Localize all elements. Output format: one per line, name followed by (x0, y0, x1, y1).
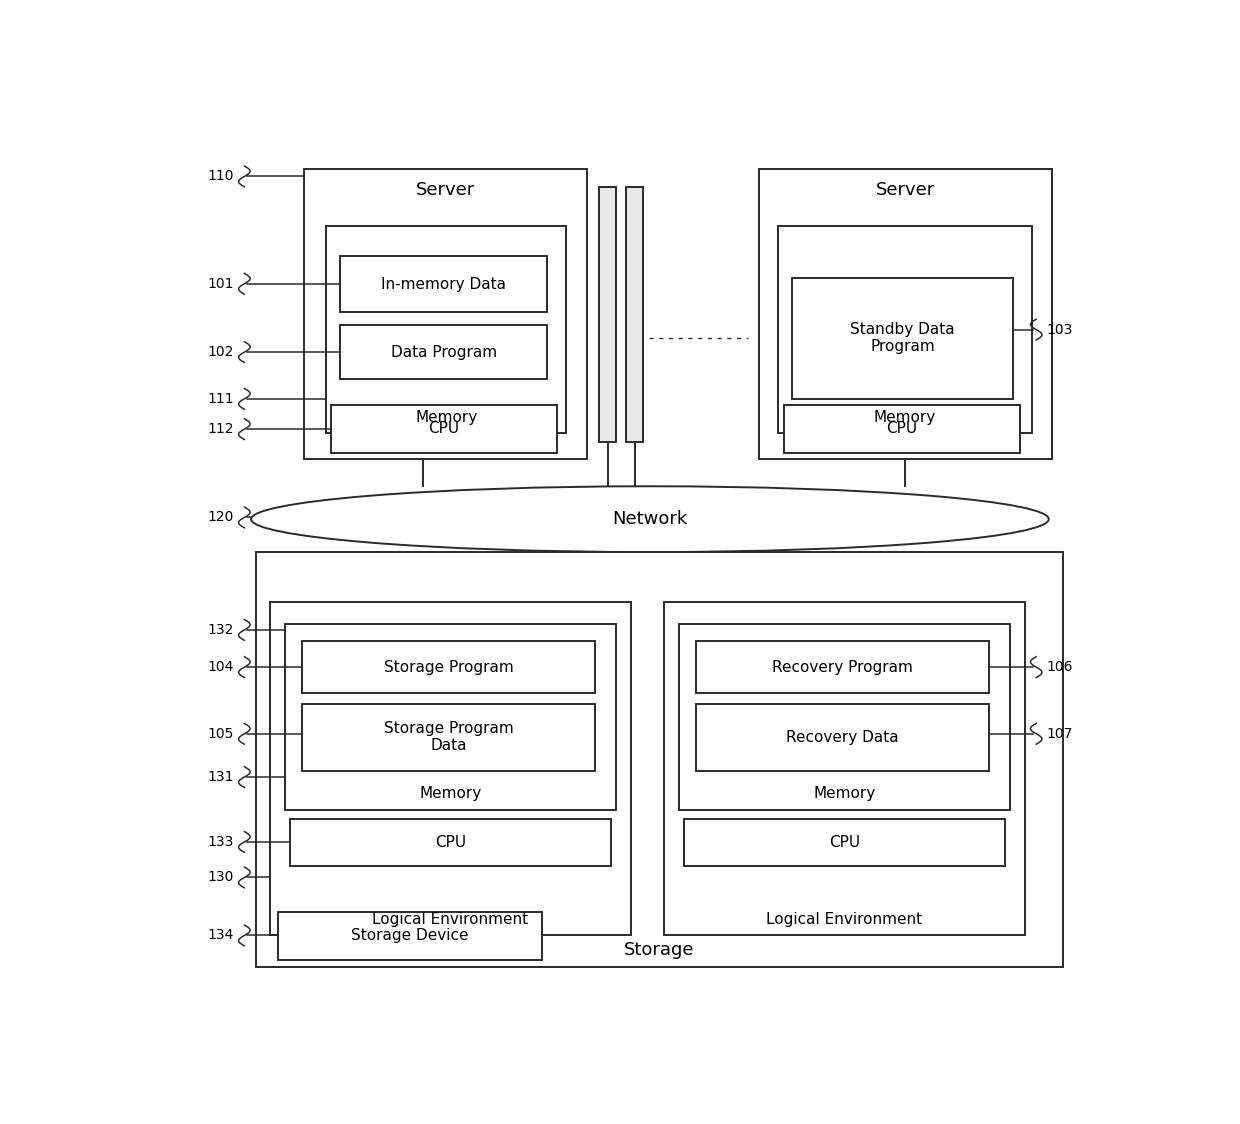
Text: Logical Environment: Logical Environment (766, 912, 923, 927)
Bar (665, 602, 1024, 935)
Text: 134: 134 (208, 928, 234, 942)
Text: Memory: Memory (415, 410, 477, 425)
Text: Recovery Program: Recovery Program (773, 660, 913, 674)
Text: Data Program: Data Program (391, 345, 497, 360)
Bar (278, 912, 542, 960)
Bar (696, 641, 990, 694)
Text: Storage Program
Data: Storage Program Data (383, 722, 513, 753)
Text: Recovery Data: Recovery Data (786, 729, 899, 745)
Text: 104: 104 (208, 660, 234, 674)
Bar (304, 170, 588, 460)
Bar (290, 818, 611, 867)
Text: 105: 105 (208, 727, 234, 741)
Bar (341, 325, 547, 379)
Text: In-memory Data: In-memory Data (381, 277, 506, 291)
Bar (683, 818, 1006, 867)
Text: 120: 120 (208, 510, 234, 525)
Bar (331, 405, 557, 453)
Text: 131: 131 (208, 770, 234, 785)
Text: CPU: CPU (428, 422, 459, 436)
Ellipse shape (250, 487, 1049, 552)
Text: Standby Data
Program: Standby Data Program (851, 323, 955, 354)
Text: Server: Server (875, 181, 935, 199)
Text: 111: 111 (208, 392, 234, 406)
Text: Memory: Memory (874, 410, 936, 425)
Text: 110: 110 (208, 170, 234, 183)
Bar (599, 187, 616, 442)
Bar (696, 704, 990, 771)
Bar (785, 405, 1021, 453)
Text: Storage: Storage (624, 941, 694, 959)
Text: Network: Network (613, 510, 687, 528)
Bar (285, 624, 616, 810)
Text: CPU: CPU (887, 422, 918, 436)
Text: CPU: CPU (830, 835, 861, 850)
Text: Server: Server (417, 181, 475, 199)
Text: 101: 101 (208, 277, 234, 291)
Text: 106: 106 (1047, 660, 1073, 674)
Bar (777, 226, 1033, 434)
Bar (341, 256, 547, 312)
Text: Memory: Memory (419, 787, 481, 801)
Bar (270, 602, 631, 935)
Bar (303, 704, 595, 771)
Bar (678, 624, 1011, 810)
Text: Memory: Memory (813, 787, 875, 801)
Text: 132: 132 (208, 623, 234, 637)
Bar (759, 170, 1052, 460)
Bar (326, 226, 567, 434)
Bar (255, 552, 1063, 968)
Text: 103: 103 (1047, 323, 1073, 336)
Text: Logical Environment: Logical Environment (372, 912, 528, 927)
Text: CPU: CPU (435, 835, 466, 850)
Text: Storage Device: Storage Device (351, 928, 469, 943)
Text: Storage Program: Storage Program (383, 660, 513, 674)
Text: 102: 102 (208, 345, 234, 359)
Text: 133: 133 (208, 835, 234, 849)
Text: 112: 112 (208, 423, 234, 436)
Bar (792, 278, 1013, 399)
Text: 107: 107 (1047, 727, 1073, 741)
Bar (626, 187, 644, 442)
Bar (303, 641, 595, 694)
Text: 130: 130 (208, 870, 234, 885)
